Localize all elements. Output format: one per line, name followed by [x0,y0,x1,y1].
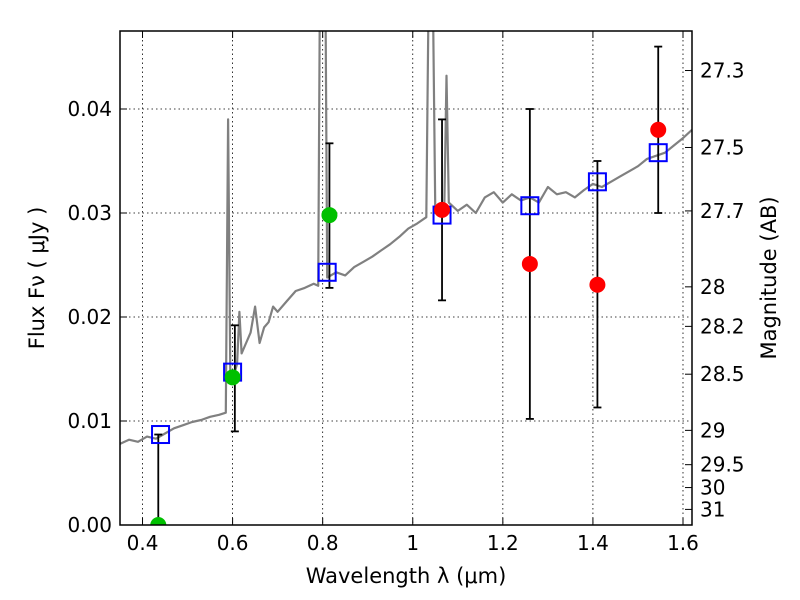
flux-point [521,255,538,272]
x-tick-label: 1.2 [487,531,519,555]
y2-tick-label: 27.5 [700,135,745,159]
flux-point [589,276,606,293]
flux-point [224,369,241,386]
x-tick-label: 0.8 [307,531,339,555]
spectrum-line [120,31,692,445]
model-square-point [648,143,668,163]
y2-tick-label: 29.5 [700,453,745,477]
y-tick-label: 0.00 [67,513,112,537]
x-tick-label: 1 [406,531,419,555]
y2-tick-label: 29 [700,418,725,442]
y2-axis-label: Magnitude (AB) [757,196,781,359]
flux-point [434,201,451,218]
flux-point [150,517,167,525]
model-square-point [317,262,337,282]
grid-lines [120,31,692,526]
y-tick-label: 0.03 [67,201,112,225]
x-tick-label: 1.6 [667,531,699,555]
x-axis-label: Wavelength λ (μm) [306,564,507,588]
flux-point [650,121,667,138]
x-tick-label: 1.4 [577,531,609,555]
y2-tick-label: 27.3 [700,59,745,83]
flux-point [321,207,338,224]
y2-tick-label: 28.5 [700,362,745,386]
y-tick-label: 0.04 [67,97,112,121]
y-tick-label: 0.01 [67,409,112,433]
y-tick-label: 0.02 [67,305,112,329]
y2-tick-label: 27.7 [700,199,745,223]
model-square-point [151,425,171,445]
y2-tick-label: 30 [700,476,725,500]
model-square-point [587,172,607,192]
y2-tick-label: 28 [700,275,725,299]
plot-area [120,31,692,525]
axis-ticks: 0.4 0.6 0.8 1 1.2 1.4 1.6 0.00 0.01 0.02 0.03 0.04 2… [67,31,745,555]
x-tick-label: 0.6 [217,531,249,555]
x-tick-label: 0.4 [127,531,159,555]
y2-tick-label: 28.2 [700,314,745,338]
model-square-point [520,196,540,216]
y-axis-label: Flux Fν ( μJy ) [25,207,49,350]
y2-tick-label: 31 [700,497,725,521]
plot-frame [119,30,693,526]
